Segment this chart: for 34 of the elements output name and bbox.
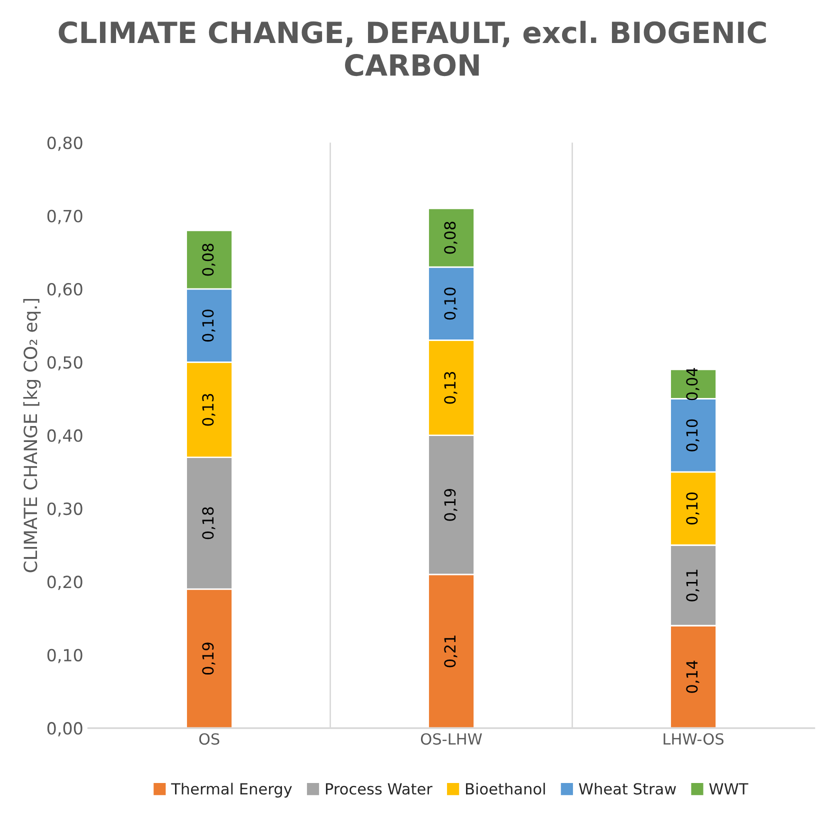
data-label: 0,10 [686,492,700,525]
data-label: 0,18 [202,507,216,540]
x-tick-label: OS-LHW [420,733,482,745]
legend-label: WWT [709,783,748,794]
y-tick-label: 0,40 [47,429,82,444]
y-tick-label: 0,50 [47,356,82,370]
data-label: 0,14 [686,660,700,693]
data-label: 0,13 [444,372,458,404]
data-label: 0,08 [202,244,216,276]
y-tick-label: 0,60 [47,282,82,298]
data-label: 0,11 [686,570,700,602]
y-tick-label: 0,30 [47,502,82,517]
y-tick-label: 0,70 [47,210,82,224]
y-tick-label: 0,10 [47,648,82,664]
data-label: 0,04 [686,368,700,400]
data-label: 0,10 [444,288,458,320]
chart-title: CLIMATE CHANGE, DEFAULT, excl. BIOGENIC CARBON [58,20,766,76]
y-tick-label: 0,00 [47,722,82,736]
data-label: 0,19 [202,642,216,675]
legend-label: Wheat Straw [578,782,676,795]
legend-label: Thermal Energy [171,782,292,798]
y-tick-label: 0,20 [47,576,82,590]
x-tick-label: OS [199,733,220,745]
data-label: 0,10 [686,419,700,452]
legend-label: Bioethanol [466,782,545,795]
y-tick-label: 0,80 [47,136,82,151]
x-tick-label: LHW-OS [664,733,724,745]
legend-label: Process Water [326,783,432,795]
y-axis-title: CLIMATE CHANGE [kg CO₂ eq.] [23,299,41,572]
data-label: 0,21 [444,636,458,668]
data-label: 0,10 [202,310,216,342]
data-label: 0,13 [202,394,216,426]
data-label: 0,08 [444,222,458,254]
data-label: 0,19 [444,488,458,521]
